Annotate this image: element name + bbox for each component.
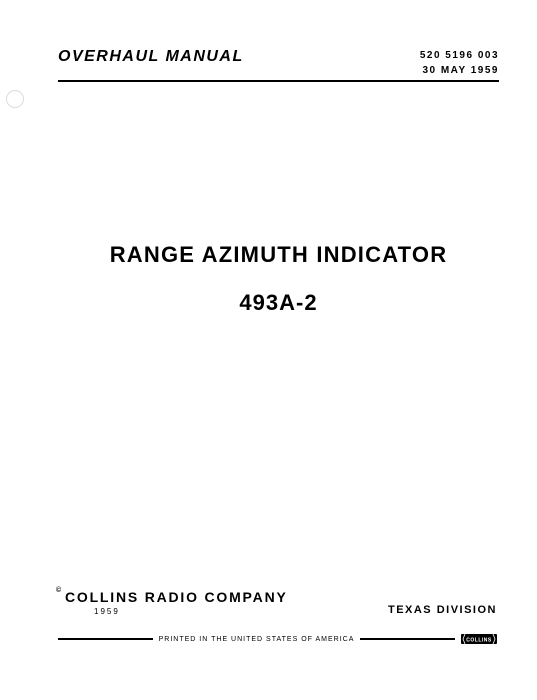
document-date: 30 MAY 1959 xyxy=(420,63,499,78)
company-name: ©COLLINS RADIO COMPANY xyxy=(58,589,288,605)
company-name-text: COLLINS RADIO COMPANY xyxy=(65,589,288,605)
company-year: 1959 xyxy=(94,607,120,616)
document-page: OVERHAUL MANUAL 520 5196 003 30 MAY 1959… xyxy=(0,0,537,700)
company-row: ©COLLINS RADIO COMPANY 1959 TEXAS DIVISI… xyxy=(58,589,497,620)
footer-rule-row: PRINTED IN THE UNITED STATES OF AMERICA … xyxy=(58,632,497,646)
manual-type-title: OVERHAUL MANUAL xyxy=(58,48,244,69)
division-name: TEXAS DIVISION xyxy=(388,604,497,616)
header-row: OVERHAUL MANUAL 520 5196 003 30 MAY 1959 xyxy=(58,48,499,78)
company-left: ©COLLINS RADIO COMPANY 1959 xyxy=(58,589,288,616)
copyright-icon: © xyxy=(56,587,63,594)
document-meta: 520 5196 003 30 MAY 1959 xyxy=(420,48,499,78)
binder-hole-icon xyxy=(6,90,24,108)
document-number: 520 5196 003 xyxy=(420,48,499,63)
footer-rule-left xyxy=(58,638,153,640)
collins-logo-icon: COLLINS xyxy=(461,632,497,646)
main-title-block: RANGE AZIMUTH INDICATOR 493A-2 xyxy=(58,242,499,316)
footer-block: ©COLLINS RADIO COMPANY 1959 TEXAS DIVISI… xyxy=(58,589,497,646)
main-title: RANGE AZIMUTH INDICATOR xyxy=(58,242,499,268)
header-rule xyxy=(58,80,499,82)
svg-text:COLLINS: COLLINS xyxy=(466,638,492,644)
print-note: PRINTED IN THE UNITED STATES OF AMERICA xyxy=(159,636,355,643)
model-number: 493A-2 xyxy=(58,290,499,316)
footer-rule-right xyxy=(360,638,455,640)
